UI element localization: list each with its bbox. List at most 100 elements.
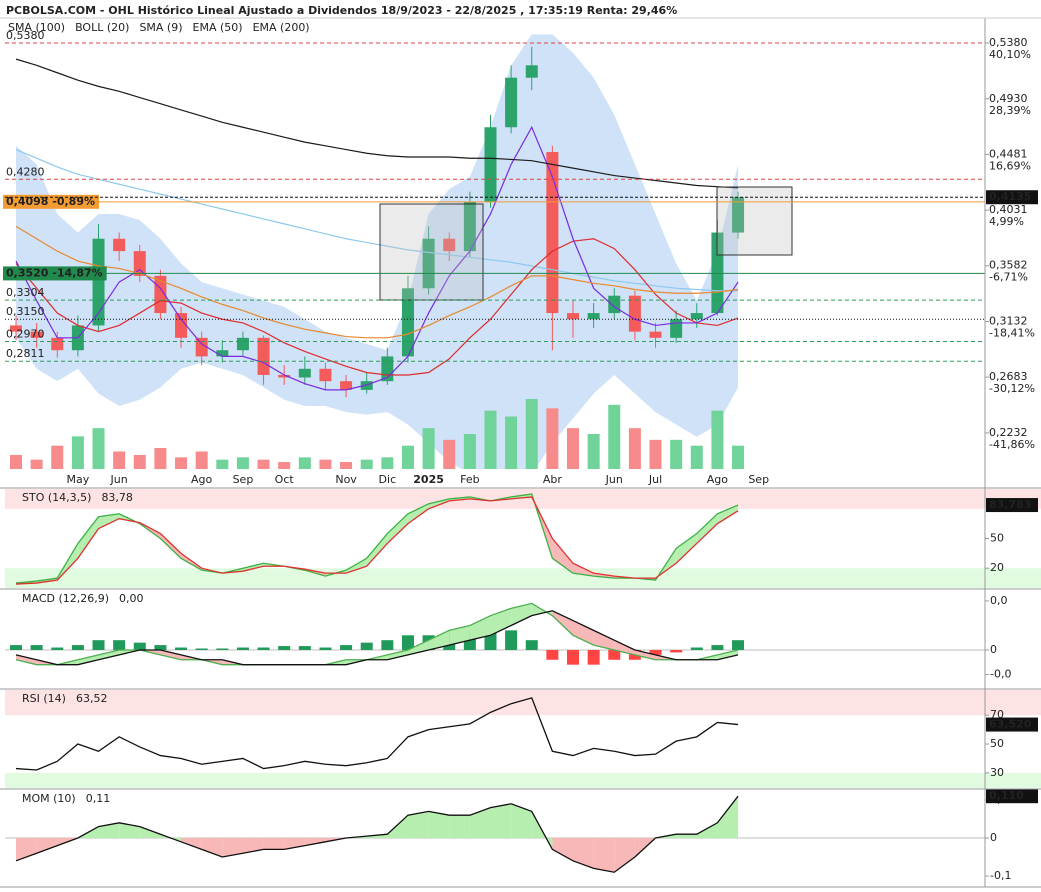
legend-entry: EMA (50) (193, 21, 243, 34)
last-price-box (986, 190, 1038, 205)
fill-between (387, 513, 408, 544)
volume-bar (236, 457, 249, 469)
legend-entry: SMA (9) (139, 21, 182, 34)
level-label: 0,2811 (6, 347, 45, 360)
x-tick-label: Dic (379, 473, 397, 486)
x-tick-label: Sep (233, 473, 254, 486)
fill-between (387, 649, 408, 660)
overlay: 0,5380 0,4280 0,4098 -0,89% 0,3520 -14,87% 0… (3, 21, 1041, 882)
candle-body (670, 319, 683, 338)
volume-bar (216, 459, 229, 469)
volume-bar (340, 462, 353, 469)
level-label-box (3, 194, 100, 209)
candle-body (113, 238, 126, 252)
histogram-bar (92, 640, 105, 650)
fill-between (77, 516, 99, 559)
volume-bar (711, 410, 724, 469)
level-label: 0,2970 (6, 328, 45, 341)
fill-between (593, 630, 615, 650)
x-tick-label: May (67, 473, 90, 486)
fill-between (16, 654, 37, 665)
y-tick-percent: 4,99% (989, 215, 1024, 228)
histogram-bar (587, 649, 600, 665)
momentum-line (15, 795, 739, 873)
momentum-fill (676, 834, 697, 839)
y-tick-percent: -41,86% (989, 438, 1035, 451)
momentum-fill (696, 822, 718, 839)
panel-value: 0,11 (86, 792, 111, 805)
x-tick-label: Oct (275, 473, 295, 486)
y-tick-percent: 28,39% (989, 104, 1031, 117)
volume-bar (587, 434, 600, 469)
x-tick-label: 2025 (413, 473, 444, 486)
level-label: 0,3150 (6, 305, 45, 318)
last-value-label: 83,783 (989, 498, 1031, 511)
x-tick-label: Jul (648, 473, 662, 486)
momentum-fill (98, 822, 120, 839)
histogram-bar (10, 645, 22, 650)
momentum-fill (304, 838, 326, 846)
indicator-line (15, 602, 739, 666)
panel-label: MOM (10) (22, 792, 76, 805)
zone (5, 690, 1041, 716)
candle-body (628, 295, 641, 332)
volume-bar (175, 457, 188, 469)
last-value-box (986, 717, 1038, 732)
candle-body (567, 313, 580, 320)
panel-label: STO (14,3,5) (22, 491, 91, 504)
y-tick-label: 0 (990, 831, 997, 844)
y-tick-label: 50 (990, 737, 1004, 750)
y-tick-percent: -18,41% (989, 326, 1035, 339)
momentum-fill (139, 826, 161, 839)
histogram-bar (505, 630, 518, 650)
candle-body (319, 368, 332, 382)
y-tick-percent: 16,69% (989, 159, 1031, 172)
volume-bar (422, 428, 435, 469)
histogram-bar (381, 640, 394, 650)
y-tick-label: -0,0 (990, 667, 1011, 680)
candle-body (51, 337, 64, 351)
candle-body (298, 368, 311, 378)
candle-body (505, 77, 518, 128)
y-tick-label: 50 (990, 532, 1004, 545)
histogram-bar (51, 647, 64, 650)
y-tick-label: 0 (990, 643, 997, 656)
fill-between (242, 563, 264, 572)
x-tick-label: Ago (191, 473, 213, 486)
candle-body (525, 65, 538, 78)
y-tick-percent: 40,10% (989, 48, 1031, 61)
candle-body (690, 313, 703, 320)
fill-between (511, 603, 532, 626)
fill-between (98, 513, 120, 529)
momentum-fill (201, 838, 223, 858)
histogram-bar (71, 645, 84, 650)
chart-title: PCBOLSA.COM - OHL Histórico Lineal Ajust… (6, 4, 677, 17)
y-tick-label: -0,1 (990, 869, 1011, 882)
fill-between (77, 654, 99, 665)
volume-bar (30, 459, 43, 469)
volume-bar (484, 410, 497, 469)
histogram-bar (298, 646, 311, 650)
momentum-fill (449, 815, 470, 839)
candle-body (711, 232, 724, 314)
fill-between (676, 533, 697, 564)
momentum-fill (511, 803, 532, 839)
volume-bar (690, 445, 703, 469)
momentum-fill (552, 838, 574, 861)
volume-bar (649, 439, 662, 469)
last-value-box (986, 498, 1038, 513)
x-tick-label: Abr (543, 473, 563, 486)
momentum-fill (263, 838, 285, 850)
candle-body (216, 350, 229, 357)
y-tick-label: 30 (990, 766, 1004, 779)
volume-bar (381, 457, 394, 469)
fill-between (160, 649, 182, 660)
histogram-bar (546, 649, 559, 660)
highlight-box (379, 203, 484, 301)
candle-body (732, 197, 745, 233)
fill-between (552, 610, 574, 636)
histogram-bar (567, 649, 580, 665)
level-label: 0,4280 (6, 165, 45, 178)
histogram-bar (30, 645, 43, 650)
